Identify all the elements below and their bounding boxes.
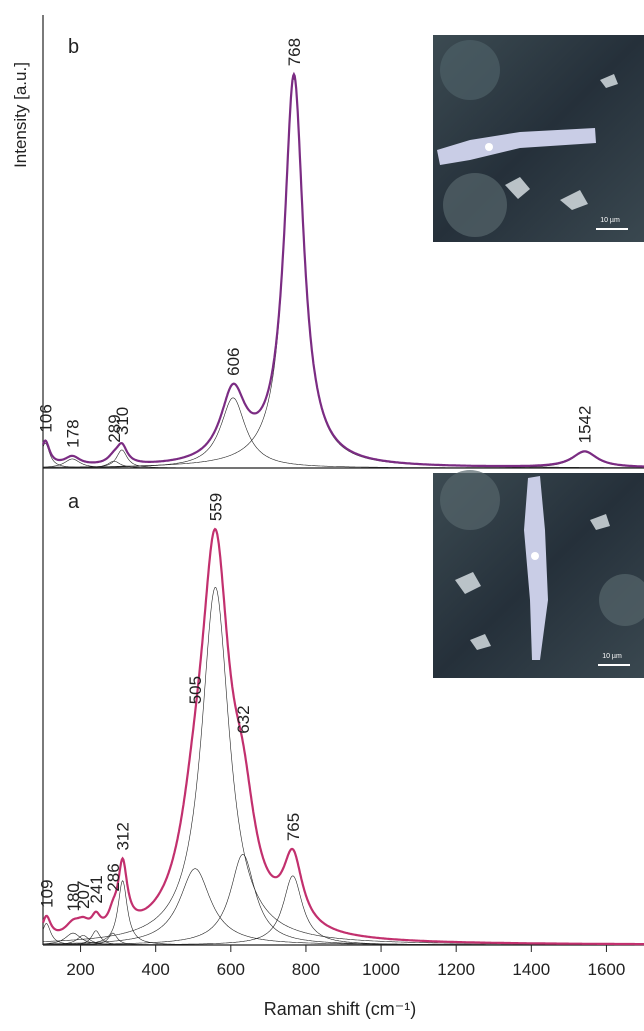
peak-label: 765 [284, 813, 303, 841]
inset-image [433, 470, 644, 678]
x-tick-label: 800 [292, 960, 320, 979]
peak-label: 505 [186, 676, 205, 704]
peak-label: 559 [206, 493, 225, 521]
x-axis-label: Raman shift (cm⁻¹) [264, 999, 417, 1019]
x-tick-label: 600 [217, 960, 245, 979]
inset-scale-label: 10 µm [602, 653, 622, 660]
x-tick-label: 400 [142, 960, 170, 979]
peak-label: 289 [105, 414, 124, 442]
component-peak [43, 77, 644, 468]
y-axis-label: Intensity [a.u.] [11, 62, 30, 168]
inset-scale-label: 10 µm [600, 217, 620, 224]
peak-label: 1542 [576, 406, 595, 444]
x-tick-label: 1200 [437, 960, 475, 979]
panel-label: a [68, 491, 80, 513]
x-tick-label: 1400 [512, 960, 550, 979]
peak-label: 286 [104, 863, 123, 891]
component-peak [43, 880, 644, 946]
peak-label: 310 [113, 407, 132, 435]
peak-label: 106 [36, 404, 55, 432]
peak-label: 312 [114, 822, 133, 850]
x-tick-label: 1600 [588, 960, 626, 979]
x-tick-label: 200 [66, 960, 94, 979]
peak-label: 632 [234, 705, 253, 733]
peak-label: 606 [224, 347, 243, 375]
inset-image [433, 35, 644, 242]
peak-label: 768 [285, 38, 304, 66]
envelope [41, 71, 644, 468]
peak-label: 241 [87, 875, 106, 903]
component-peak [42, 875, 644, 946]
peak-label: 109 [37, 879, 56, 907]
x-tick-label: 1000 [362, 960, 400, 979]
peak-label: 207 [74, 881, 93, 909]
panel-label: b [68, 36, 79, 58]
envelope [41, 527, 644, 946]
peak-label: 178 [63, 419, 82, 447]
peak-label: 180 [64, 883, 83, 911]
component-peak [43, 397, 644, 469]
